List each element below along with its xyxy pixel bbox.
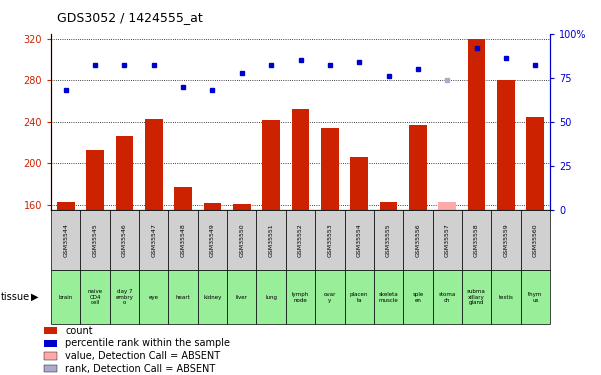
Bar [315, 210, 344, 270]
Text: GSM35547: GSM35547 [151, 223, 156, 257]
Bar [462, 270, 491, 324]
Bar [174, 187, 192, 210]
Bar [286, 210, 315, 270]
Bar [110, 270, 139, 324]
Text: GSM35550: GSM35550 [239, 223, 245, 257]
Bar [227, 270, 257, 324]
Text: GSM35549: GSM35549 [210, 223, 215, 257]
Bar [44, 365, 57, 372]
Text: ovar
y: ovar y [324, 292, 336, 303]
Bar [315, 270, 344, 324]
Bar [491, 210, 520, 270]
Text: GSM35556: GSM35556 [415, 223, 420, 257]
Bar [44, 327, 57, 334]
Text: GSM35560: GSM35560 [532, 223, 538, 257]
Bar [433, 270, 462, 324]
Bar [321, 128, 338, 210]
Text: rank, Detection Call = ABSENT: rank, Detection Call = ABSENT [66, 364, 216, 374]
Bar [374, 210, 403, 270]
Text: GSM35544: GSM35544 [63, 223, 69, 257]
Bar [462, 210, 491, 270]
Text: thym
us: thym us [528, 292, 543, 303]
Bar [198, 270, 227, 324]
Bar [81, 210, 110, 270]
Text: GSM35545: GSM35545 [93, 223, 97, 257]
Text: GSM35559: GSM35559 [504, 223, 508, 257]
Bar [409, 125, 427, 210]
Bar [520, 210, 550, 270]
Text: testis: testis [498, 295, 513, 300]
Bar [263, 120, 280, 210]
Text: naive
CD4
cell: naive CD4 cell [88, 289, 103, 306]
Bar [526, 117, 544, 210]
Bar [374, 270, 403, 324]
Bar [57, 202, 75, 210]
Text: placen
ta: placen ta [350, 292, 368, 303]
Bar [204, 203, 221, 210]
Bar [468, 39, 486, 210]
Bar [257, 270, 286, 324]
Text: eye: eye [149, 295, 159, 300]
Bar [403, 210, 433, 270]
Bar [51, 270, 81, 324]
Text: skeleta
muscle: skeleta muscle [379, 292, 398, 303]
Text: liver: liver [236, 295, 248, 300]
Bar [257, 210, 286, 270]
Text: GSM35555: GSM35555 [386, 223, 391, 257]
Text: GSM35553: GSM35553 [328, 223, 332, 257]
Text: value, Detection Call = ABSENT: value, Detection Call = ABSENT [66, 351, 221, 361]
Text: stoma
ch: stoma ch [439, 292, 456, 303]
Text: lung: lung [265, 295, 277, 300]
Text: ▶: ▶ [31, 292, 38, 302]
Bar [438, 202, 456, 210]
Bar [520, 270, 550, 324]
Text: kidney: kidney [203, 295, 222, 300]
Bar [403, 270, 433, 324]
Bar [227, 210, 257, 270]
Text: day 7
embry
o: day 7 embry o [115, 289, 133, 306]
Bar [139, 270, 168, 324]
Bar [51, 210, 81, 270]
Text: subma
xillary
gland: subma xillary gland [467, 289, 486, 306]
Text: GSM35551: GSM35551 [269, 223, 273, 257]
Bar [145, 119, 163, 210]
Bar [380, 202, 397, 210]
Text: GSM35557: GSM35557 [445, 223, 450, 257]
Text: percentile rank within the sample: percentile rank within the sample [66, 338, 230, 348]
Bar [110, 210, 139, 270]
Bar [44, 352, 57, 360]
Bar [168, 210, 198, 270]
Text: GSM35554: GSM35554 [356, 223, 362, 257]
Text: GDS3052 / 1424555_at: GDS3052 / 1424555_at [57, 11, 203, 24]
Bar [350, 157, 368, 210]
Text: sple
en: sple en [412, 292, 424, 303]
Bar [344, 210, 374, 270]
Bar [168, 270, 198, 324]
Bar [291, 110, 310, 210]
Text: GSM35552: GSM35552 [298, 223, 303, 257]
Bar [81, 270, 110, 324]
Text: count: count [66, 326, 93, 336]
Bar [115, 136, 133, 210]
Bar [344, 270, 374, 324]
Text: GSM35546: GSM35546 [122, 223, 127, 257]
Bar [139, 210, 168, 270]
Bar [44, 340, 57, 347]
Text: GSM35558: GSM35558 [474, 223, 479, 257]
Text: GSM35548: GSM35548 [181, 223, 186, 257]
Bar [198, 210, 227, 270]
Bar [433, 210, 462, 270]
Text: tissue: tissue [1, 292, 29, 302]
Text: heart: heart [175, 295, 191, 300]
Bar [286, 270, 315, 324]
Text: brain: brain [59, 295, 73, 300]
Bar [491, 270, 520, 324]
Bar [233, 204, 251, 210]
Text: lymph
node: lymph node [292, 292, 309, 303]
Bar [497, 80, 514, 210]
Bar [87, 150, 104, 210]
